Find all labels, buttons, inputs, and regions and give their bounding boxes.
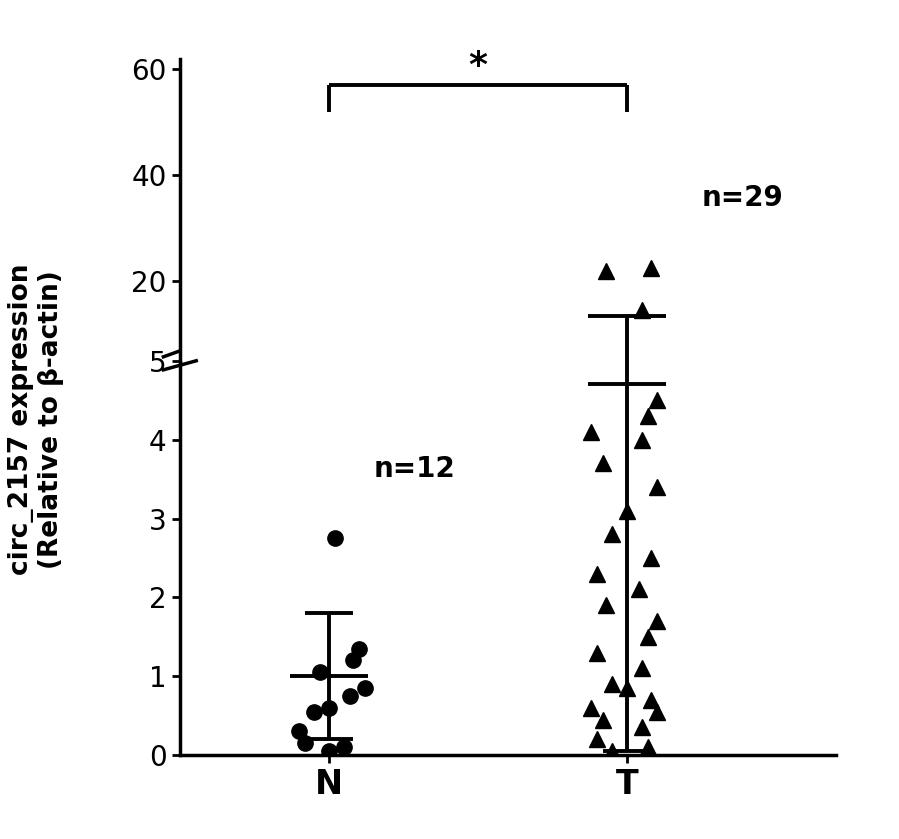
Text: *: * bbox=[468, 49, 487, 82]
Text: n=12: n=12 bbox=[374, 455, 456, 483]
Text: n=29: n=29 bbox=[702, 185, 784, 212]
Text: circ_2157 expression
(Relative to β-actin): circ_2157 expression (Relative to β-acti… bbox=[8, 263, 64, 576]
